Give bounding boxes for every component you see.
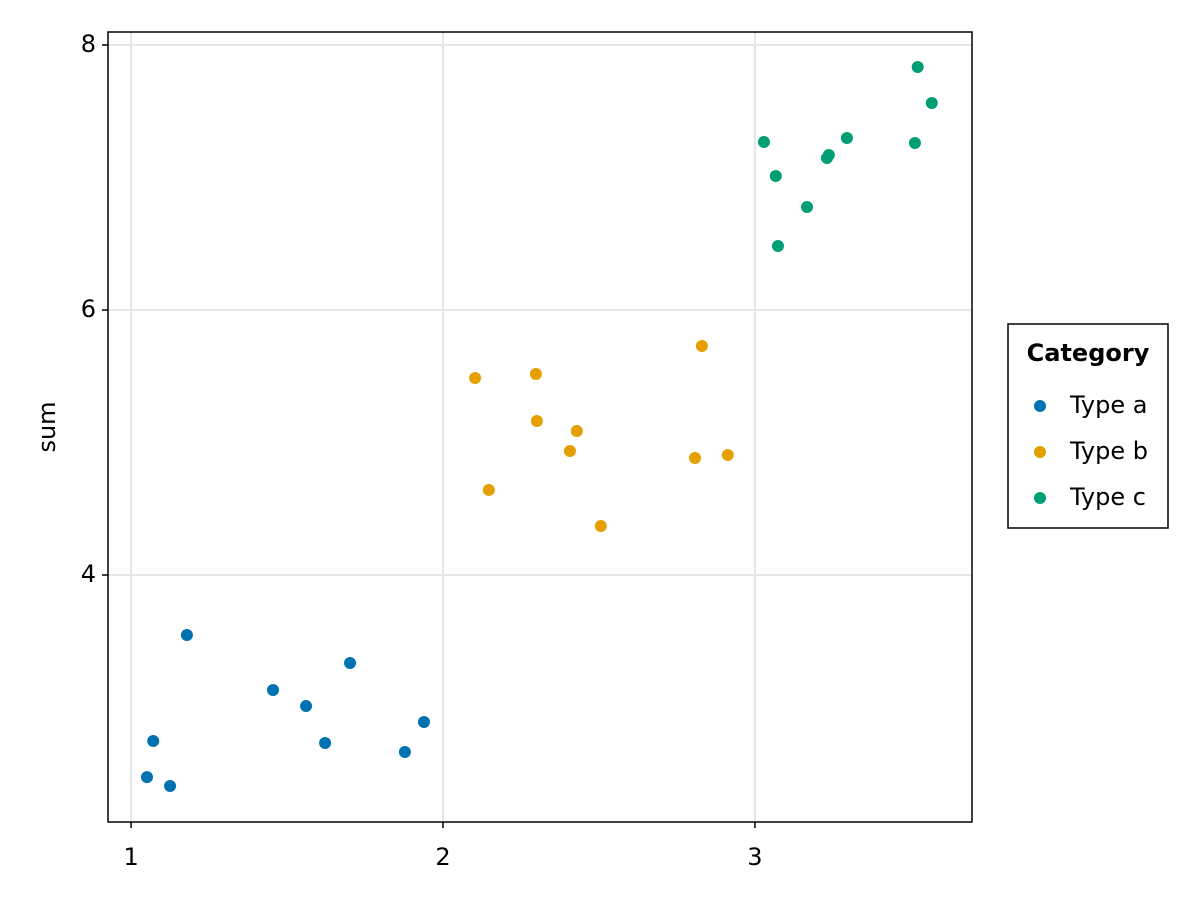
- point: [695, 340, 708, 353]
- point: [840, 132, 853, 145]
- point: [769, 170, 782, 183]
- point: [417, 715, 430, 728]
- x-tick-label: 1: [123, 843, 138, 871]
- point: [908, 137, 921, 150]
- point: [300, 700, 313, 713]
- point: [530, 415, 543, 428]
- point: [594, 519, 607, 532]
- legend-label: Type a: [1069, 391, 1147, 419]
- point: [180, 629, 193, 642]
- point: [344, 656, 357, 669]
- plot-frame: [107, 31, 973, 823]
- y-axis-label: sum: [33, 401, 61, 452]
- point: [140, 771, 153, 784]
- y-tick-label: 6: [81, 295, 96, 323]
- point: [689, 452, 702, 465]
- legend-marker: [1034, 492, 1046, 504]
- legend-label: Type c: [1069, 483, 1146, 511]
- point: [925, 97, 938, 110]
- point: [721, 448, 734, 461]
- point: [800, 201, 813, 214]
- point: [469, 371, 482, 384]
- legend-box: [1007, 323, 1169, 529]
- point: [757, 135, 770, 148]
- point: [529, 367, 542, 380]
- point: [570, 424, 583, 437]
- legend-label: Type b: [1069, 437, 1148, 465]
- legend-marker: [1034, 400, 1046, 412]
- y-tick-label: 8: [81, 30, 96, 58]
- point: [482, 483, 495, 496]
- point: [319, 737, 332, 750]
- point: [147, 735, 160, 748]
- point: [398, 746, 411, 759]
- legend-marker: [1034, 446, 1046, 458]
- point: [563, 444, 576, 457]
- x-tick-label: 3: [747, 843, 762, 871]
- legend-title: Category: [1027, 339, 1150, 367]
- point: [822, 148, 835, 161]
- point: [267, 684, 280, 697]
- point: [771, 239, 784, 252]
- point: [911, 60, 924, 73]
- y-tick-label: 4: [81, 560, 96, 588]
- point: [164, 779, 177, 792]
- x-tick-label: 2: [435, 843, 450, 871]
